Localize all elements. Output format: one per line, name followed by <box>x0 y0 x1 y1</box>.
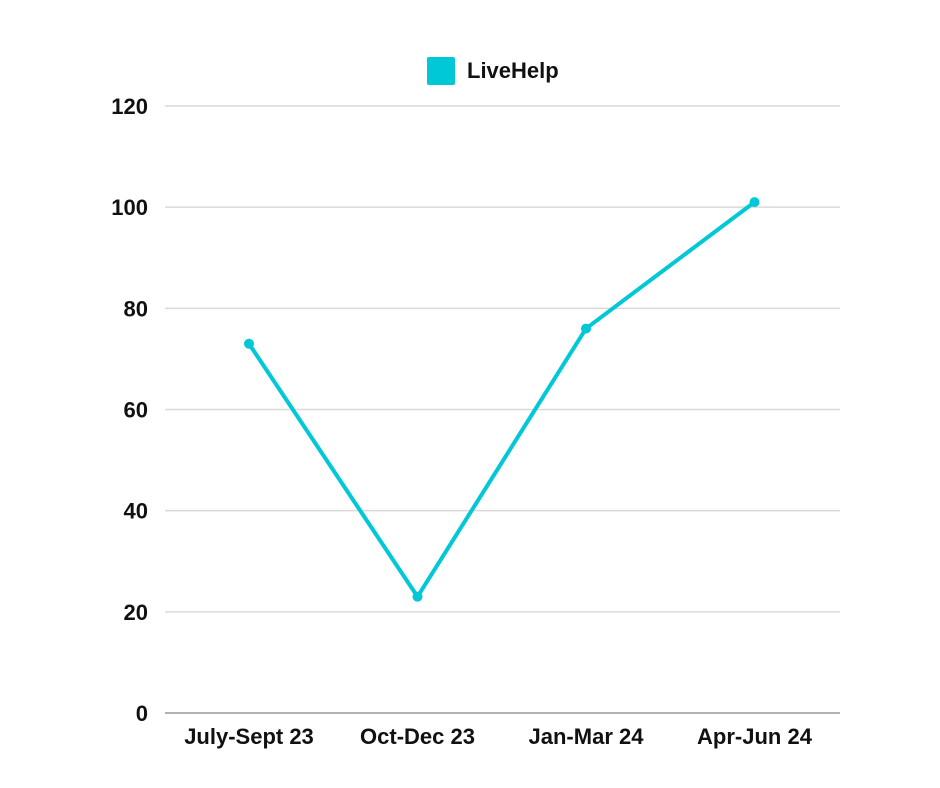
y-tick-label: 60 <box>124 398 148 423</box>
y-tick-label: 20 <box>124 600 148 625</box>
y-axis-ticks: 0 20 40 60 80 100 120 <box>111 94 148 726</box>
x-tick-label: July-Sept 23 <box>184 724 314 749</box>
legend-label: LiveHelp <box>467 58 559 83</box>
legend-swatch <box>427 57 455 85</box>
x-tick-label: Apr-Jun 24 <box>697 724 813 749</box>
data-point <box>412 591 423 602</box>
y-tick-label: 40 <box>124 499 148 524</box>
series-line-0 <box>247 200 757 599</box>
data-point <box>749 197 760 208</box>
y-tick-label: 100 <box>111 195 148 220</box>
gridlines <box>165 105 840 613</box>
x-tick-label: Jan-Mar 24 <box>529 724 645 749</box>
x-axis-ticks: July-Sept 23 Oct-Dec 23 Jan-Mar 24 Apr-Jun … <box>184 724 813 749</box>
x-tick-label: Oct-Dec 23 <box>360 724 475 749</box>
data-point <box>244 338 254 349</box>
y-tick-label: 120 <box>111 94 148 119</box>
data-point <box>581 323 591 334</box>
legend: LiveHelp <box>427 57 559 85</box>
series-lines <box>244 197 760 602</box>
y-tick-label: 0 <box>136 701 148 726</box>
y-tick-label: 80 <box>124 296 148 321</box>
